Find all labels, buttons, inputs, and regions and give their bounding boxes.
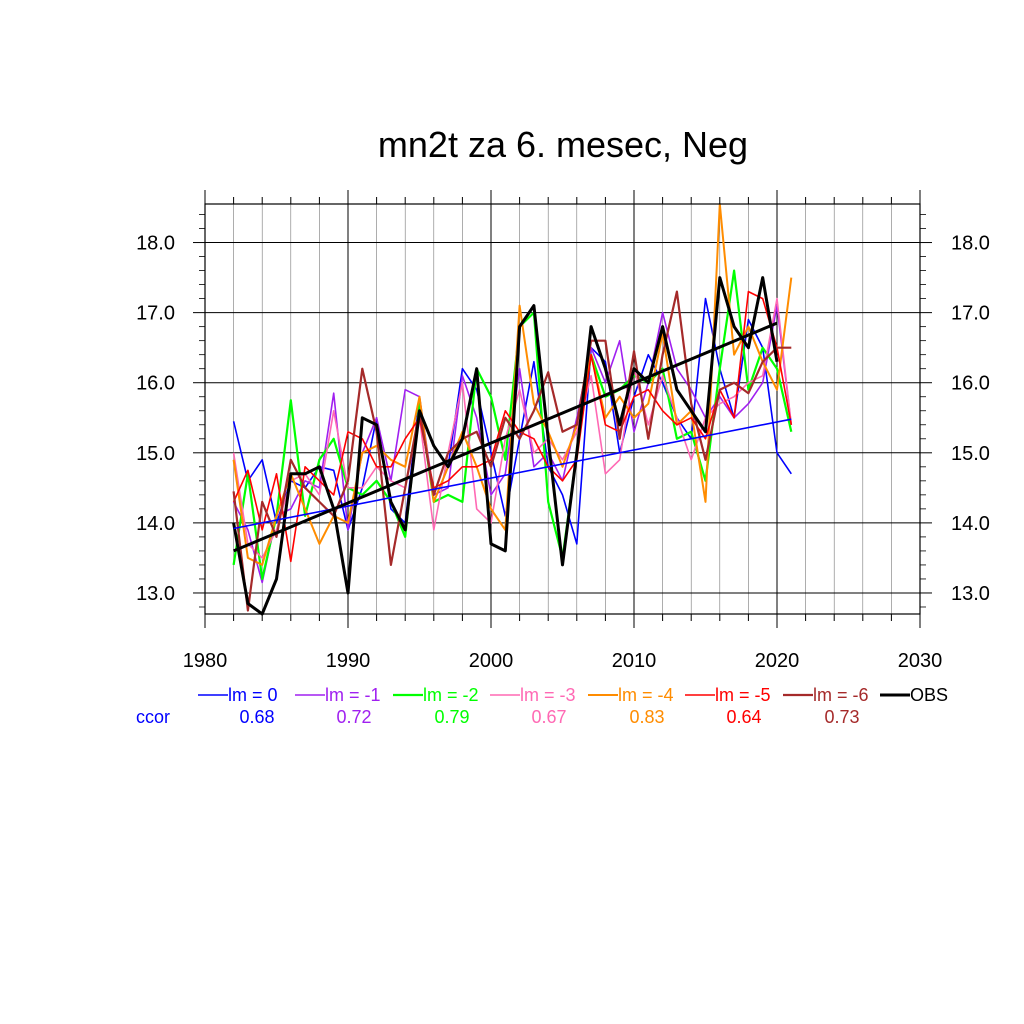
y-tick-label-left: 14.0 <box>136 513 175 535</box>
x-tick-label: 2030 <box>898 650 943 672</box>
legend-ccor-value: 0.64 <box>726 707 761 727</box>
legend-ccor-value: 0.72 <box>336 707 371 727</box>
x-tick-label: 1990 <box>326 650 371 672</box>
y-tick-label-left: 17.0 <box>136 303 175 325</box>
ticks-layer <box>193 190 932 628</box>
series-layer <box>232 203 793 616</box>
y-tick-label-right: 17.0 <box>951 303 990 325</box>
x-tick-label: 2020 <box>755 650 800 672</box>
major-grid <box>204 204 921 614</box>
x-tick-label: 2000 <box>469 650 514 672</box>
legend-label: OBS <box>910 685 948 705</box>
legend-label: lm = 0 <box>228 685 278 705</box>
y-tick-label-right: 14.0 <box>951 513 990 535</box>
legend-label: lm = -6 <box>813 685 869 705</box>
legend-label: lm = -2 <box>423 685 479 705</box>
y-tick-label-left: 15.0 <box>136 443 175 465</box>
x-tick-label: 2010 <box>612 650 657 672</box>
legend-ccor-value: 0.83 <box>629 707 664 727</box>
legend-label: lm = -4 <box>618 685 674 705</box>
legend-ccor-value: 0.79 <box>434 707 469 727</box>
y-tick-label-left: 18.0 <box>136 233 175 255</box>
trend-layer <box>233 321 792 553</box>
series-line-obs <box>232 276 779 616</box>
legend-ccor-value: 0.68 <box>239 707 274 727</box>
trend-line-obs-trend <box>233 321 778 553</box>
legend-ccor-value: 0.67 <box>531 707 566 727</box>
y-tick-label-right: 18.0 <box>951 233 990 255</box>
chart-title: mn2t za 6. mesec, Neg <box>378 124 748 165</box>
y-tick-labels: 13.0 13.0 14.0 14.0 15.0 15.0 16.0 16.0 17.0 17.0… <box>136 233 990 605</box>
x-tick-labels: 1980 1990 2000 2010 2020 2030 <box>183 650 943 672</box>
plot-frame <box>204 203 921 615</box>
y-tick-label-right: 16.0 <box>951 373 990 395</box>
legend-label: lm = -3 <box>520 685 576 705</box>
y-tick-label-right: 15.0 <box>951 443 990 465</box>
y-tick-label-left: 13.0 <box>136 583 175 605</box>
y-tick-label-left: 16.0 <box>136 373 175 395</box>
legend-label: lm = -5 <box>715 685 771 705</box>
trend-line-lm-0-trend <box>233 418 792 530</box>
legend-label: lm = -1 <box>325 685 381 705</box>
x-tick-label: 1980 <box>183 650 228 672</box>
legend-ccor-value: 0.73 <box>824 707 859 727</box>
ccor-label: ccor <box>136 707 170 727</box>
y-tick-label-right: 13.0 <box>951 583 990 605</box>
series-line-lm-0 <box>232 297 792 545</box>
